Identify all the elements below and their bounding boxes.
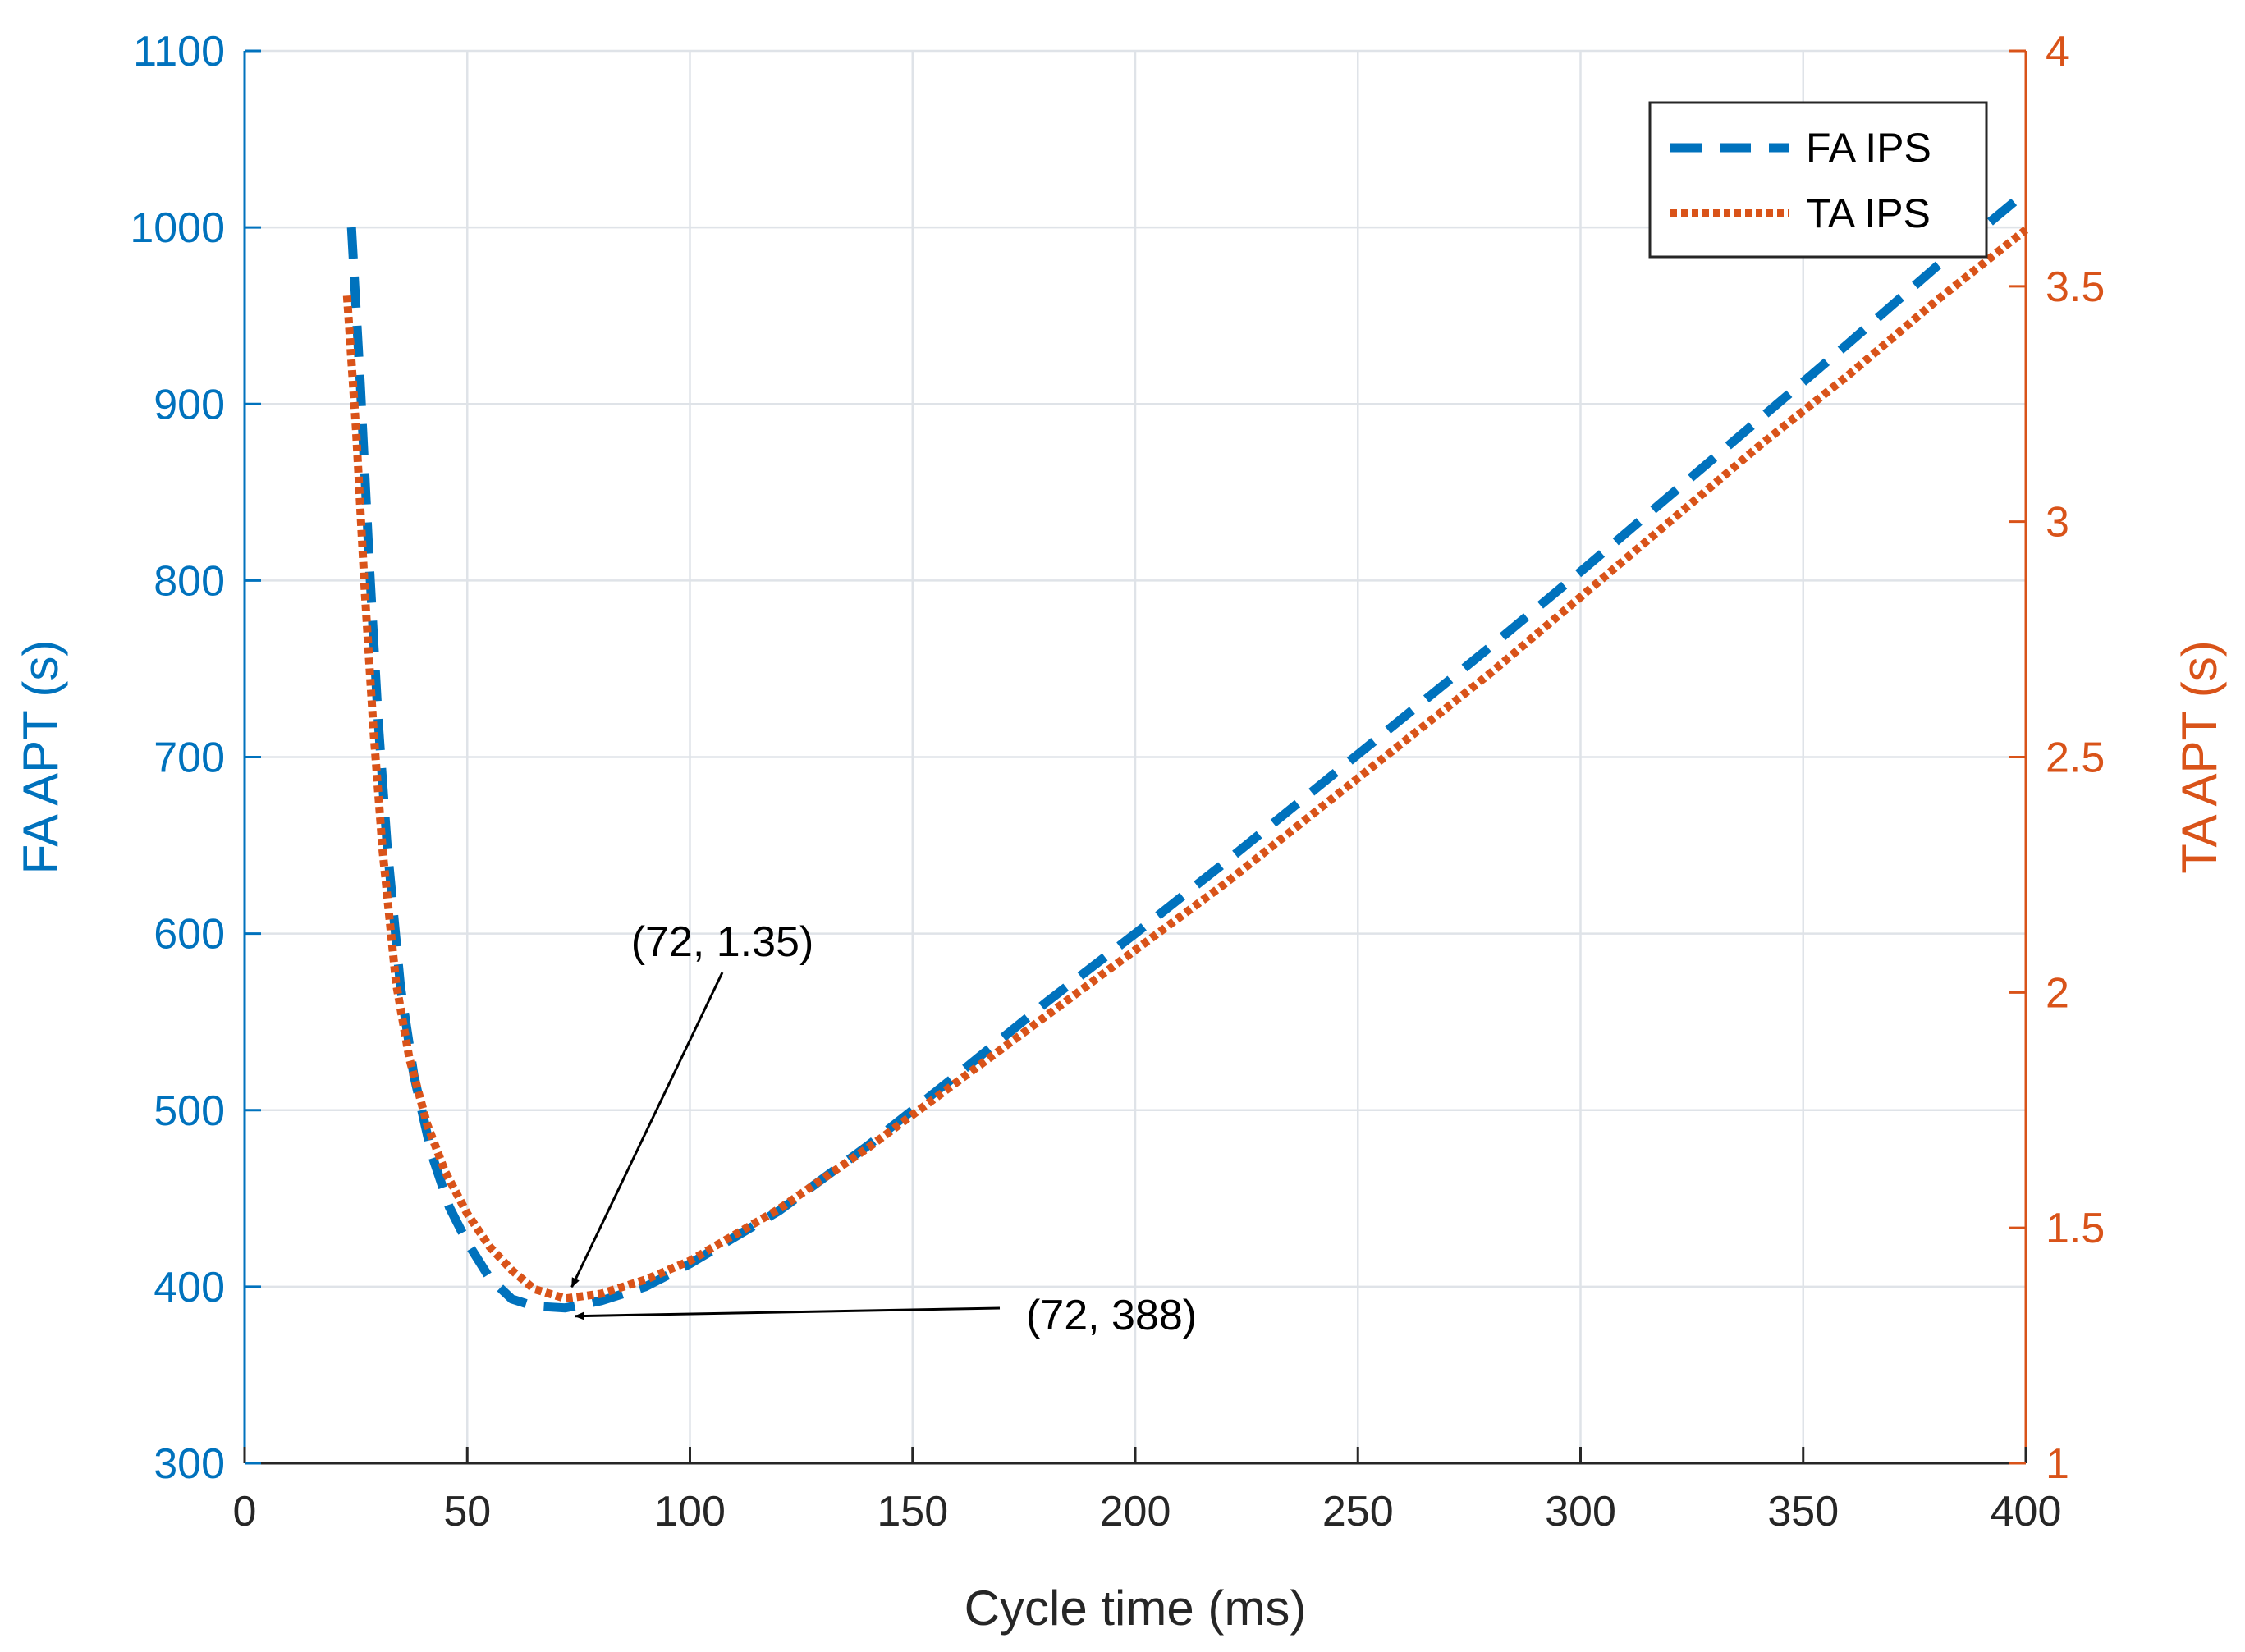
y-right-tick-label-1: 1.5: [2046, 1205, 2105, 1252]
y-left-tick-label-0: 300: [153, 1440, 225, 1488]
x-tick-label-4: 200: [1100, 1488, 1171, 1535]
x-tick-label-1: 50: [443, 1488, 491, 1535]
y-right-tick-label-5: 3.5: [2046, 263, 2105, 311]
y-left-tick-label-1: 400: [153, 1264, 225, 1311]
legend-label-ta-ips: TA IPS: [1806, 190, 1931, 236]
ticks: 0 50 100 150 200 250 300 350 400 300 400 500 600 700 8…: [130, 28, 2105, 1535]
annotation-label-fa: (72, 388): [1026, 1292, 1197, 1339]
y-left-tick-label-7: 1000: [130, 204, 225, 252]
y-right-tick-label-0: 1: [2046, 1440, 2069, 1488]
x-axis-label: Cycle time (ms): [964, 1581, 1307, 1636]
x-tick-label-8: 400: [1991, 1488, 2062, 1535]
x-tick-label-2: 100: [654, 1488, 726, 1535]
annotation-arrow-ta: [570, 972, 724, 1288]
annotation-arrow-fa: [574, 1306, 1001, 1320]
y-left-tick-label-6: 900: [153, 381, 225, 428]
y-axis-left-label: FA APT (s): [13, 640, 68, 875]
y-axis-right-label: TA APT (s): [2172, 640, 2227, 874]
x-tick-label-7: 350: [1767, 1488, 1839, 1535]
y-left-tick-label-8: 1100: [133, 28, 225, 76]
legend-box: [1648, 101, 1988, 259]
y-left-tick-label-4: 700: [153, 734, 225, 782]
x-tick-label-0: 0: [233, 1488, 257, 1535]
x-tick-label-6: 300: [1545, 1488, 1616, 1535]
series-layer: [342, 188, 2029, 1313]
y-right-tick-label-2: 2: [2046, 969, 2069, 1017]
x-tick-label-5: 250: [1322, 1488, 1394, 1535]
y-left-tick-label-5: 800: [153, 557, 225, 605]
y-left-tick-label-3: 600: [153, 911, 225, 959]
x-tick-label-3: 150: [877, 1488, 948, 1535]
series-line-fa-ips: [346, 188, 2029, 1313]
legend-label-fa-ips: FA IPS: [1806, 125, 1931, 171]
series-line-ta-ips: [342, 227, 2029, 1303]
y-right-tick-label-6: 4: [2046, 28, 2069, 76]
y-right-tick-label-3: 2.5: [2046, 734, 2105, 782]
annotation-label-ta: (72, 1.35): [631, 918, 814, 966]
y-right-tick-label-4: 3: [2046, 499, 2069, 547]
y-left-tick-label-2: 500: [153, 1087, 225, 1135]
annotations: (72, 1.35) (72, 388): [570, 918, 1197, 1339]
legend: FA IPS TA IPS: [1648, 101, 1988, 259]
